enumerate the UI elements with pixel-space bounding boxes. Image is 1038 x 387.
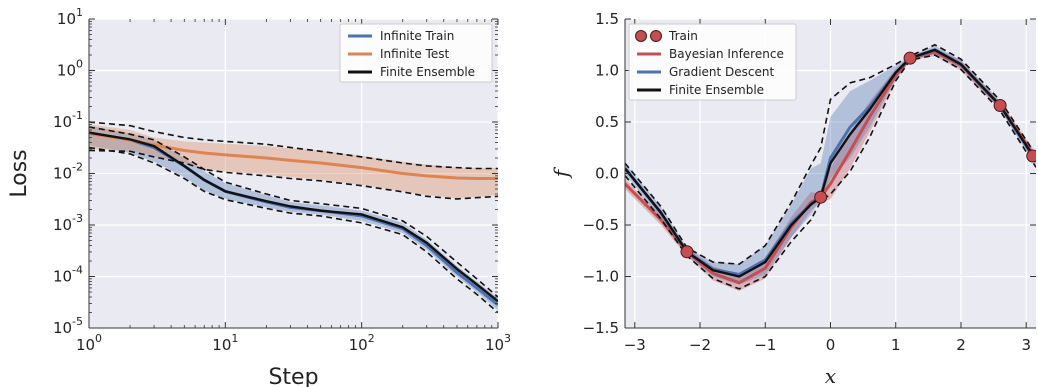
y-tick-label: 10-3	[53, 212, 83, 234]
y-tick-label: 0.5	[595, 113, 619, 131]
train-point	[993, 99, 1007, 113]
legend-label: Gradient Descent	[669, 65, 775, 79]
tick-exponent: -2	[72, 161, 83, 174]
ensemble-bound-line	[89, 146, 498, 314]
ensemble-mean-line	[89, 131, 498, 303]
legend: Train Bayesian Inference Gradient Descent F…	[628, 23, 797, 101]
train-point	[1026, 149, 1036, 163]
ensemble-mean-line	[625, 48, 1036, 278]
legend-label: Finite Ensemble	[669, 83, 764, 97]
y-tick-label: 100	[57, 58, 83, 80]
confidence-band	[625, 47, 1036, 291]
function-chart: −3 −2 −1 0 1 2 3 −1.5 −1.0 −0.5 0.0 0.5 1.0 1.5 x f Trai…	[549, 10, 1036, 387]
tick-exponent: 2	[368, 332, 375, 345]
tick-base: 10	[53, 268, 72, 286]
loss-chart: 100 101 102 10310-510-410-310-210-1100101St…	[7, 6, 511, 387]
y-axis-title: Loss	[7, 149, 32, 197]
tick-exponent: 0	[76, 58, 83, 71]
y-axis-title: f	[549, 166, 573, 179]
x-tick-label: 2	[956, 336, 966, 354]
y-tick-label: 10-5	[53, 315, 83, 337]
ensemble-bound-line	[89, 121, 498, 170]
y-tick-label: 0.0	[595, 165, 619, 183]
x-tick-label: 0	[826, 336, 836, 354]
train-point	[903, 51, 917, 65]
y-tick-label: 1.0	[595, 62, 619, 80]
tick-exponent: 3	[504, 332, 511, 345]
legend-label: Finite Ensemble	[380, 65, 475, 79]
tick-base: 10	[53, 216, 72, 234]
tick-base: 10	[57, 10, 76, 28]
tick-base: 10	[53, 113, 72, 131]
train-point	[814, 190, 828, 204]
ensemble-bound-line	[89, 149, 498, 200]
x-tick-label: −1	[754, 336, 776, 354]
legend: Infinite Train Infinite Test Finite Ensemb…	[339, 23, 493, 83]
legend-marker	[635, 30, 647, 42]
y-tick-label: 10-4	[53, 264, 83, 286]
y-tick-label: −1.0	[583, 268, 619, 286]
legend-label: Bayesian Inference	[669, 47, 784, 61]
legend-label: Infinite Train	[380, 29, 454, 43]
train-point	[680, 245, 694, 259]
x-tick-label: 102	[349, 332, 375, 354]
tick-base: 10	[53, 165, 72, 183]
legend-label: Train	[668, 29, 698, 43]
data-layer	[625, 43, 1036, 291]
legend-box	[339, 23, 493, 83]
x-tick-label: −3	[624, 336, 646, 354]
x-tick-label: 100	[76, 332, 102, 354]
x-axis-title: Step	[268, 365, 318, 387]
x-tick-label: 101	[212, 332, 238, 354]
x-tick-label: −2	[689, 336, 711, 354]
y-tick-label: 101	[57, 6, 83, 28]
legend-box	[628, 23, 797, 101]
y-tick-label: 1.5	[595, 10, 619, 28]
tick-exponent: -4	[72, 264, 83, 277]
tick-exponent: 0	[95, 332, 102, 345]
tick-exponent: 1	[76, 6, 83, 19]
y-tick-label: −0.5	[583, 216, 619, 234]
x-tick-label: 3	[1021, 336, 1031, 354]
y-tick-label: −1.5	[583, 319, 619, 337]
series-line	[89, 131, 498, 180]
tick-base: 10	[57, 62, 76, 80]
tick-exponent: 1	[231, 332, 238, 345]
tick-base: 10	[212, 336, 231, 354]
x-tick-label: 1	[891, 336, 901, 354]
tick-exponent: -1	[72, 109, 83, 122]
y-tick-label: 10-1	[53, 109, 83, 131]
tick-exponent: -3	[72, 212, 83, 225]
x-tick-label: 103	[485, 332, 511, 354]
x-axis-title: x	[825, 364, 836, 387]
tick-base: 10	[349, 336, 368, 354]
ensemble-bound-line	[625, 43, 1036, 265]
tick-base: 10	[53, 319, 72, 337]
legend-label: Infinite Test	[380, 47, 449, 61]
tick-base: 10	[76, 336, 95, 354]
tick-base: 10	[485, 336, 504, 354]
tick-exponent: -5	[72, 315, 83, 328]
y-tick-label: 10-2	[53, 161, 83, 183]
legend-marker	[650, 30, 662, 42]
series-line	[625, 50, 1036, 285]
data-layer	[89, 121, 498, 314]
